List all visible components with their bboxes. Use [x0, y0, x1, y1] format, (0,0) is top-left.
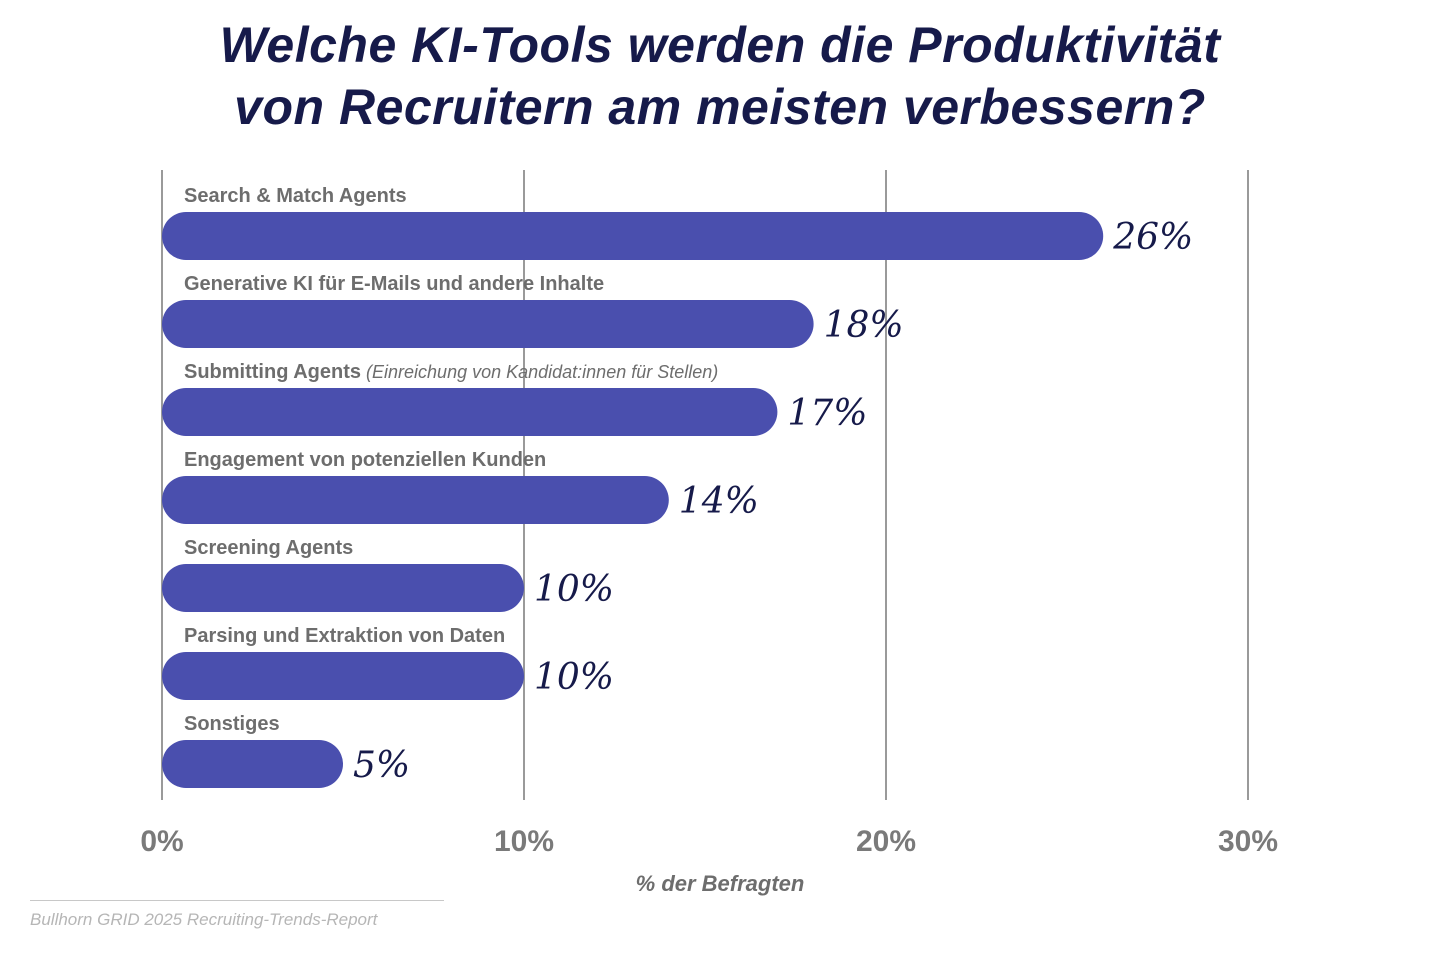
bar-6	[162, 740, 343, 788]
bar-4	[162, 564, 524, 612]
bars: Search & Match Agents 26% Generative KI fü…	[162, 185, 1193, 788]
bar-chart: Search & Match Agents 26% Generative KI fü…	[140, 170, 1278, 896]
x-tick-label-3: 30%	[1218, 825, 1278, 858]
bar-5	[162, 652, 524, 700]
category-label-3: Engagement von potenziellen Kunden	[184, 449, 546, 471]
value-label-5: 10%	[534, 657, 614, 698]
value-label-4: 10%	[534, 569, 614, 610]
category-label-2: Submitting Agents (Einreichung von Kandi…	[184, 361, 718, 383]
category-label-0: Search & Match Agents	[184, 185, 407, 207]
bar-0	[162, 212, 1104, 260]
x-tick-label-2: 20%	[856, 825, 916, 858]
value-label-6: 5%	[353, 745, 410, 786]
chart-title-line-2: von Recruitern am meisten verbessern?	[234, 79, 1206, 135]
value-label-1: 18%	[824, 305, 904, 346]
x-axis-label: % der Befragten	[636, 871, 805, 896]
bar-2	[162, 388, 778, 436]
chart-title-line-1: Welche KI-Tools werden die Produktivität	[219, 17, 1221, 73]
source-note: Bullhorn GRID 2025 Recruiting-Trends-Rep…	[30, 910, 378, 929]
chart-title: Welche KI-Tools werden die Produktivität…	[0, 14, 1440, 138]
source-divider	[30, 900, 444, 901]
category-label-5: Parsing und Extraktion von Daten	[184, 625, 505, 647]
value-label-0: 26%	[1112, 217, 1193, 258]
value-label-3: 14%	[679, 481, 759, 522]
category-label-1: Generative KI für E-Mails und andere Inh…	[184, 273, 604, 295]
category-note-2: (Einreichung von Kandidat:innen für Stel…	[361, 362, 718, 382]
x-axis-ticks: 0% 10% 20% 30%	[140, 825, 1278, 858]
x-tick-label-0: 0%	[140, 825, 183, 858]
value-label-2: 17%	[787, 393, 867, 434]
category-label-4: Screening Agents	[184, 537, 353, 559]
gridlines	[161, 170, 1249, 800]
x-tick-label-1: 10%	[494, 825, 554, 858]
bar-3	[162, 476, 669, 524]
bar-1	[162, 300, 814, 348]
category-label-6: Sonstiges	[184, 713, 280, 735]
